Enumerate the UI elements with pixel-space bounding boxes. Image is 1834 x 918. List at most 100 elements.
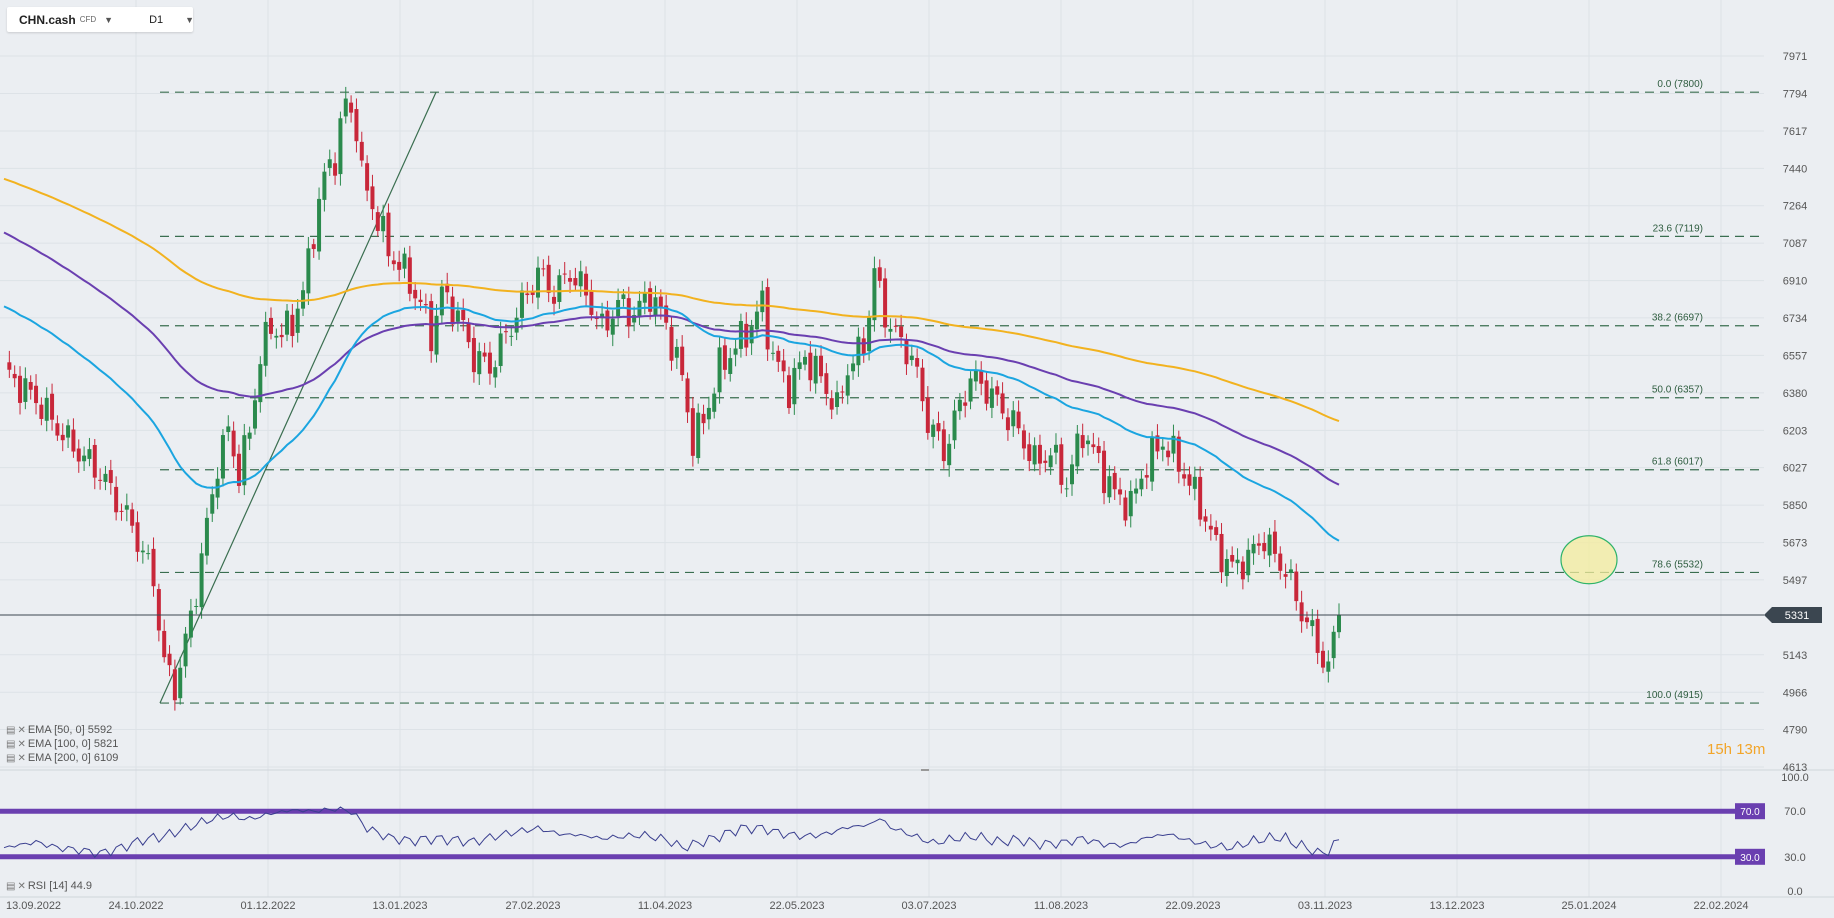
candle-body	[39, 404, 44, 419]
candle-countdown: 15h 13m	[1707, 741, 1766, 758]
candle-body	[973, 370, 978, 382]
rsi-axis-tick: 30.0	[1784, 852, 1805, 864]
candle-body	[1166, 450, 1171, 458]
candle-body	[963, 402, 968, 406]
last-price-label: 5331	[1785, 610, 1809, 622]
close-icon[interactable]: ✕	[17, 880, 26, 892]
settings-icon[interactable]: ▤	[6, 752, 16, 764]
candle-body	[397, 261, 402, 270]
candle-body	[55, 423, 60, 436]
settings-icon[interactable]: ▤	[6, 738, 16, 750]
candle-body	[1283, 574, 1288, 577]
candle-body	[1070, 464, 1074, 485]
ema200-legend-label: EMA [200, 0] 6109	[27, 752, 119, 764]
candle-body	[765, 287, 770, 350]
price-axis-tick: 6203	[1783, 425, 1807, 437]
candle-body	[333, 163, 338, 176]
ema100-legend[interactable]: ▤ ✕ EMA [100, 0] 5821	[6, 738, 118, 750]
candle-body	[258, 364, 263, 403]
price-axis-tick: 6380	[1783, 388, 1807, 400]
symbol-name[interactable]: CHN.cash	[19, 12, 76, 27]
rsi-legend[interactable]: ▤ ✕ RSI [14] 44.9	[6, 880, 92, 892]
interval-label[interactable]: D1	[149, 13, 164, 26]
candle-body	[445, 283, 450, 293]
time-axis-tick: 13.09.2022	[6, 900, 61, 912]
candle-body	[632, 315, 637, 323]
candle-body	[87, 449, 92, 459]
candle-body	[1128, 490, 1133, 517]
interval-chevron-down-icon[interactable]: ▼	[185, 14, 195, 25]
candle-body	[519, 290, 524, 318]
candle-body	[525, 293, 530, 296]
ema200-legend[interactable]: ▤ ✕ EMA [200, 0] 6109	[6, 752, 118, 764]
candle-body	[792, 367, 797, 405]
candle-body	[1064, 488, 1069, 490]
candle-body	[413, 289, 418, 299]
candle-body	[1155, 435, 1160, 452]
candle-body	[391, 260, 396, 265]
candle-body	[883, 278, 888, 328]
candle-body	[1053, 444, 1058, 453]
time-axis-tick: 22.09.2023	[1165, 900, 1220, 912]
candle-body	[493, 367, 498, 378]
fib-level-label: 38.2 (6697)	[1652, 313, 1703, 324]
candle-body	[423, 304, 428, 306]
candle-body	[1272, 531, 1277, 554]
settings-icon[interactable]: ▤	[6, 880, 16, 892]
candle-body	[696, 412, 701, 459]
candle-body	[760, 290, 765, 313]
candle-body	[1182, 474, 1187, 479]
candle-body	[252, 400, 257, 429]
candle-body	[1021, 430, 1026, 449]
candle-body	[530, 290, 535, 295]
candle-body	[370, 186, 375, 210]
fib-level-label: 78.6 (5532)	[1652, 559, 1703, 570]
candle-body	[1091, 444, 1096, 448]
candle-body	[1016, 411, 1021, 429]
candle-body	[984, 380, 989, 404]
candle-body	[851, 363, 856, 372]
candle-body	[301, 290, 306, 309]
candle-body	[231, 430, 236, 457]
candle-body	[797, 362, 802, 370]
symbol-chevron-down-icon[interactable]: ▼	[104, 14, 114, 25]
candle-body	[263, 321, 268, 366]
close-icon[interactable]: ✕	[17, 724, 26, 736]
candle-body	[1320, 650, 1325, 668]
candle-body	[18, 375, 23, 403]
candle-body	[979, 371, 984, 384]
ema50-legend[interactable]: ▤ ✕ EMA [50, 0] 5592	[6, 724, 112, 736]
candle-body	[680, 346, 685, 376]
candle-body	[455, 310, 460, 322]
price-axis-tick: 4966	[1783, 687, 1807, 699]
candle-body	[947, 443, 952, 466]
time-axis-tick: 22.05.2023	[769, 900, 824, 912]
candle-body	[1331, 631, 1336, 659]
candle-body	[343, 98, 348, 117]
candle-body	[1086, 440, 1091, 445]
candle-body	[690, 408, 695, 456]
close-icon[interactable]: ✕	[17, 752, 26, 764]
close-icon[interactable]: ✕	[17, 738, 26, 750]
time-axis-tick: 03.11.2023	[1298, 900, 1352, 912]
candle-body	[290, 314, 295, 337]
candle-body	[354, 109, 359, 142]
settings-icon[interactable]: ▤	[6, 724, 16, 736]
candle-body	[509, 335, 514, 337]
candle-body	[573, 278, 578, 286]
candle-body	[738, 320, 743, 349]
candle-body	[642, 292, 647, 303]
candle-body	[1171, 435, 1176, 454]
candle-body	[546, 264, 551, 293]
candle-body	[1080, 435, 1085, 449]
symbol-toolbar[interactable]: CHN.cash CFD ▼ D1 ▼	[7, 7, 195, 32]
candle-body	[803, 356, 807, 365]
candle-body	[461, 309, 466, 320]
candle-body	[44, 397, 49, 421]
candle-body	[861, 338, 866, 356]
candle-body	[1304, 617, 1309, 623]
candle-body	[867, 316, 872, 352]
candle-body	[114, 486, 119, 513]
